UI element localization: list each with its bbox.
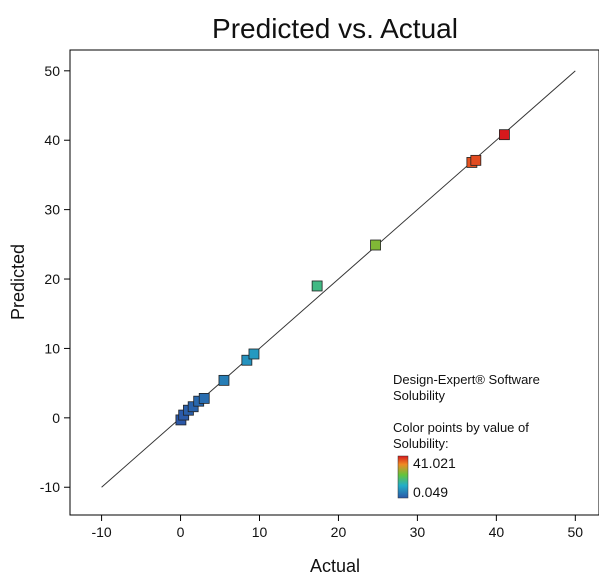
y-tick-label: 30	[44, 202, 60, 218]
x-axis-label: Actual	[310, 556, 360, 576]
x-axis-ticks: -10 0 10 20 30 40 50	[91, 515, 583, 540]
y-tick-label: 20	[44, 271, 60, 287]
y-tick-label: 40	[44, 132, 60, 148]
chart-title: Predicted vs. Actual	[212, 13, 458, 44]
data-point	[187, 401, 199, 413]
data-point	[370, 239, 381, 251]
x-tick-label: 10	[252, 524, 268, 540]
plot-area-frame	[69, 49, 599, 516]
y-axis-ticks: -10 0 10 20 30 40 50	[40, 63, 70, 495]
y-tick-label: -10	[40, 479, 60, 495]
x-tick-label: -10	[91, 524, 111, 540]
data-point	[241, 354, 253, 366]
y-tick-label: 0	[52, 410, 60, 426]
software-label: Design-Expert® Software	[393, 372, 540, 387]
y-axis-label: Predicted	[8, 244, 28, 320]
data-point	[198, 393, 210, 404]
data-point	[248, 348, 260, 360]
color-bar	[397, 455, 409, 499]
y-tick-label: 10	[44, 340, 60, 356]
color-max-label: 41.021	[413, 455, 456, 471]
x-tick-label: 50	[568, 524, 584, 540]
data-points	[175, 129, 510, 426]
legend-panel: Design-Expert® Software Solubility Color…	[393, 372, 540, 500]
x-tick-label: 30	[410, 524, 426, 540]
x-tick-label: 0	[177, 524, 185, 540]
data-point	[470, 154, 482, 166]
data-point	[218, 374, 230, 386]
x-tick-label: 20	[331, 524, 347, 540]
data-point	[311, 280, 323, 292]
color-min-label: 0.049	[413, 484, 448, 500]
color-label-line2: Solubility:	[393, 436, 449, 451]
color-label-line1: Color points by value of	[393, 420, 529, 435]
response-label: Solubility	[393, 388, 446, 403]
data-point	[499, 129, 510, 141]
y-tick-label: 50	[44, 63, 60, 79]
x-tick-label: 40	[489, 524, 505, 540]
